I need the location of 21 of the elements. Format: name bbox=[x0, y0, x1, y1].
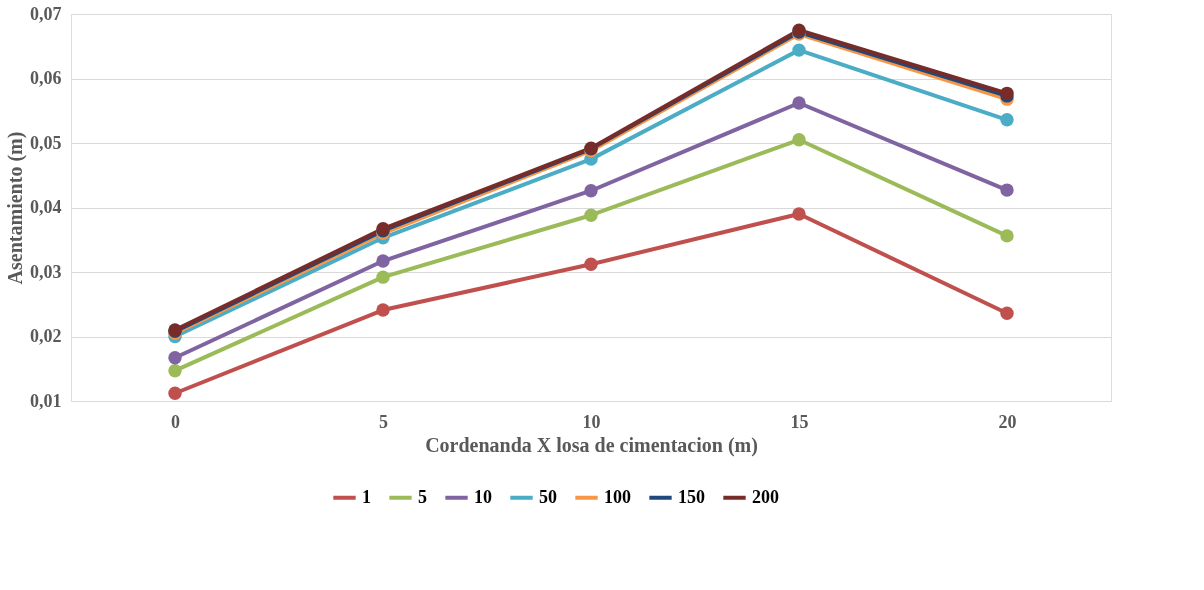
legend-label: 200 bbox=[752, 486, 779, 507]
x-tick-label: 5 bbox=[379, 411, 388, 432]
y-tick-label: 0,03 bbox=[30, 261, 62, 282]
y-tick-label: 0,05 bbox=[30, 132, 62, 153]
x-tick-label: 0 bbox=[171, 411, 180, 432]
x-tick-label: 10 bbox=[582, 411, 601, 432]
y-tick-label: 0,07 bbox=[30, 3, 62, 24]
x-tick-label: 20 bbox=[998, 411, 1017, 432]
y-tick-label: 0,02 bbox=[30, 326, 62, 346]
y-tick-label: 0,04 bbox=[30, 197, 62, 217]
y-tick-label: 0,01 bbox=[30, 390, 62, 411]
legend-label: 100 bbox=[604, 486, 631, 507]
y-tick-label: 0,06 bbox=[30, 68, 62, 88]
legend-label: 10 bbox=[474, 486, 492, 507]
legend-label: 50 bbox=[539, 486, 557, 507]
x-axis-title: Cordenanda X losa de cimentacion (m) bbox=[425, 433, 758, 457]
legend-label: 5 bbox=[418, 486, 427, 507]
x-tick-label: 15 bbox=[790, 411, 809, 432]
y-axis-title: Asentamiento (m) bbox=[4, 131, 27, 285]
legend-label: 1 bbox=[362, 486, 371, 507]
legend-label: 150 bbox=[678, 486, 705, 507]
